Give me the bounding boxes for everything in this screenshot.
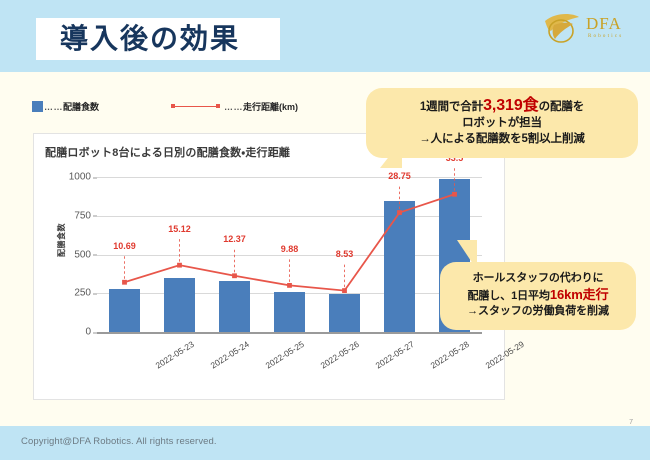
callout-text: →スタッフの労働負荷を削減 [467,305,609,317]
bar [219,280,250,332]
callout-line: 1週間で合計3,319食の配膳を [372,98,632,115]
logo-wordmark: DFA [586,14,622,33]
line-marker [287,282,292,288]
callout-total-meals: 1週間で合計3,319食の配膳をロボットが担当 →人による配膳数を5割以上削減 [366,88,638,158]
dfa-swoosh-icon [545,14,579,43]
callout-text: の配膳を [538,101,585,113]
x-axis-tick: 2022-05-29 [483,339,526,371]
line-marker [122,279,127,285]
gridline: 750 [74,210,482,221]
legend-line-label: 走行距離(km) [243,102,299,112]
callout-distance: ホールスタッフの代わりに 配膳し、1日平均16km走行 →スタッフの労働負荷を削減 [440,262,636,330]
x-axis-tick: 2022-05-24 [208,339,251,371]
callout-text: →人による配膳数を5割以上削減 [419,133,585,145]
legend-bars-dots: …… [44,101,63,112]
callout-line: →人による配膳数を5割以上削減 [372,131,632,147]
line-point-label: 9.88 [280,243,299,254]
legend-bars-label: 配膳食数 [63,102,100,112]
line-marker [232,273,237,279]
bar [329,293,360,332]
chart-legend: …… 配膳食数 …… 走行距離(km) [30,100,360,118]
y-axis-label: 配膳食数 [57,223,66,257]
y-axis-tick: 750 [74,210,97,222]
line-point-label: 15.12 [168,223,191,234]
bar [109,288,140,332]
title-backdrop [36,18,280,60]
callout-text: ホールスタッフの代わりに [472,272,604,284]
line-point-label: 10.69 [113,240,136,251]
y-axis-tick: 500 [74,249,97,260]
footer-band: Copyright@DFA Robotics. All rights reser… [0,426,650,460]
callout-line: →スタッフの労働負荷を削減 [445,304,631,320]
legend-bar-swatch-icon [32,101,43,112]
y-axis-tick: 0 [85,326,97,338]
gridline: 1000 [69,172,482,183]
gridline: 500 [74,249,482,260]
legend-line-dots: …… [224,101,243,112]
bar [164,277,195,332]
footer-copyright: Copyright@DFA Robotics. All rights reser… [21,436,217,447]
legend-item-bars: …… 配膳食数 [32,100,99,113]
callout-highlight: 3,319食 [483,97,539,114]
line-marker [177,262,182,268]
x-axis-tick: 2022-05-23 [153,339,196,371]
legend-item-line: …… 走行距離(km) [170,100,298,113]
callout-text: 配膳し、1日平均 [467,289,550,302]
x-axis-tick: 2022-05-28 [428,339,471,371]
bar [274,292,305,332]
line-point-label: 8.53 [335,249,354,260]
y-axis-tick: 250 [74,287,97,299]
callout-line: 配膳し、1日平均16km走行 [445,287,631,305]
page-title: 導入後の効果 [60,23,241,54]
bar [384,201,415,332]
callout-text: ロボットが担当 [462,117,542,129]
line-point-label: 12.37 [223,234,246,245]
page-number: 7 [629,419,633,426]
legend-line-marker-icon [170,101,222,112]
x-axis-tick: 2022-05-26 [318,339,361,371]
callout-line: ロボットが担当 [372,115,632,131]
gridline: 0 [85,327,482,338]
callout-text: 1週間で合計 [419,101,484,113]
chart-plot-area: 0 250 500 750 1000 2022-05-23 2022-05-24 2022-0… [69,153,526,371]
line-point-label: 28.75 [388,171,411,182]
chart-card: 配膳ロボット8台による日別の配膳食数・走行距離 配膳食数 0 250 500 750 1… [33,133,526,400]
x-axis-tick: 2022-05-25 [263,339,306,371]
y-axis-tick: 1000 [68,171,98,183]
callout-line: ホールスタッフの代わりに [445,271,631,287]
callout-highlight: 16km走行 [549,286,609,302]
logo-subtitle: Robotics [588,34,624,39]
x-axis-tick: 2022-05-27 [373,339,416,371]
dfa-logo: DFA Robotics [542,8,638,50]
chart-title: 配膳ロボット8台による日別の配膳食数・走行距離 [45,147,291,159]
